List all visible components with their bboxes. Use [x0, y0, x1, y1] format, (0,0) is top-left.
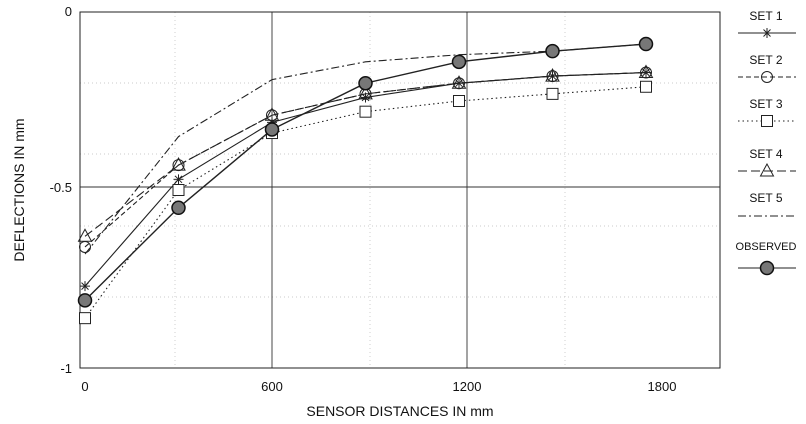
square-marker	[762, 116, 773, 127]
square-marker	[173, 185, 184, 196]
y-tick-label: -0.5	[50, 180, 72, 195]
legend-label: SET 5	[749, 191, 782, 205]
filled-circle-marker	[453, 55, 466, 68]
x-tick-label: 0	[81, 379, 88, 394]
data-point	[80, 313, 91, 324]
square-marker	[454, 96, 465, 107]
data-point	[640, 38, 653, 51]
filled-circle-marker	[359, 77, 372, 90]
x-tick-labels: 0 600 1200 1800	[81, 379, 676, 394]
filled-circle-marker	[79, 294, 92, 307]
series-set-3	[80, 81, 652, 323]
filled-circle-marker	[640, 38, 653, 51]
data-point	[172, 201, 185, 214]
legend-label: SET 1	[749, 9, 782, 23]
y-tick-labels: 0 -0.5 -1	[50, 4, 72, 376]
series-set-1	[80, 68, 651, 292]
square-marker	[360, 106, 371, 117]
series-observed	[79, 38, 653, 307]
x-axis-label: SENSOR DISTANCES IN mm	[306, 403, 493, 419]
filled-circle-marker	[266, 123, 279, 136]
filled-circle-marker	[172, 201, 185, 214]
data-point	[453, 55, 466, 68]
series-layer	[79, 38, 653, 324]
data-point	[173, 185, 184, 196]
data-point	[266, 123, 279, 136]
square-marker	[80, 313, 91, 324]
square-marker	[547, 88, 558, 99]
y-tick-label: -1	[60, 361, 72, 376]
legend: SET 1 SET 2 SET 3 SET 4 SET 5 OBSERVED	[736, 9, 797, 275]
legend-label: SET 4	[749, 147, 782, 161]
data-point	[174, 174, 184, 184]
data-point	[454, 96, 465, 107]
x-tick-label: 1800	[648, 379, 677, 394]
triangle-marker	[761, 164, 774, 176]
y-axis-label: DEFLECTIONS IN mm	[11, 118, 27, 261]
series-line	[85, 87, 646, 318]
filled-circle-marker	[546, 45, 559, 58]
legend-label: OBSERVED	[736, 241, 797, 253]
data-point	[79, 294, 92, 307]
data-point	[546, 45, 559, 58]
data-point	[80, 281, 90, 291]
legend-label: SET 2	[749, 53, 782, 67]
square-marker	[641, 81, 652, 92]
y-tick-label: 0	[65, 4, 72, 19]
data-point	[641, 81, 652, 92]
data-point	[360, 106, 371, 117]
series-line	[85, 73, 646, 287]
legend-label: SET 3	[749, 97, 782, 111]
filled-circle-marker	[761, 262, 774, 275]
x-tick-label: 600	[261, 379, 283, 394]
data-point	[359, 77, 372, 90]
data-point	[547, 88, 558, 99]
x-tick-label: 1200	[453, 379, 482, 394]
